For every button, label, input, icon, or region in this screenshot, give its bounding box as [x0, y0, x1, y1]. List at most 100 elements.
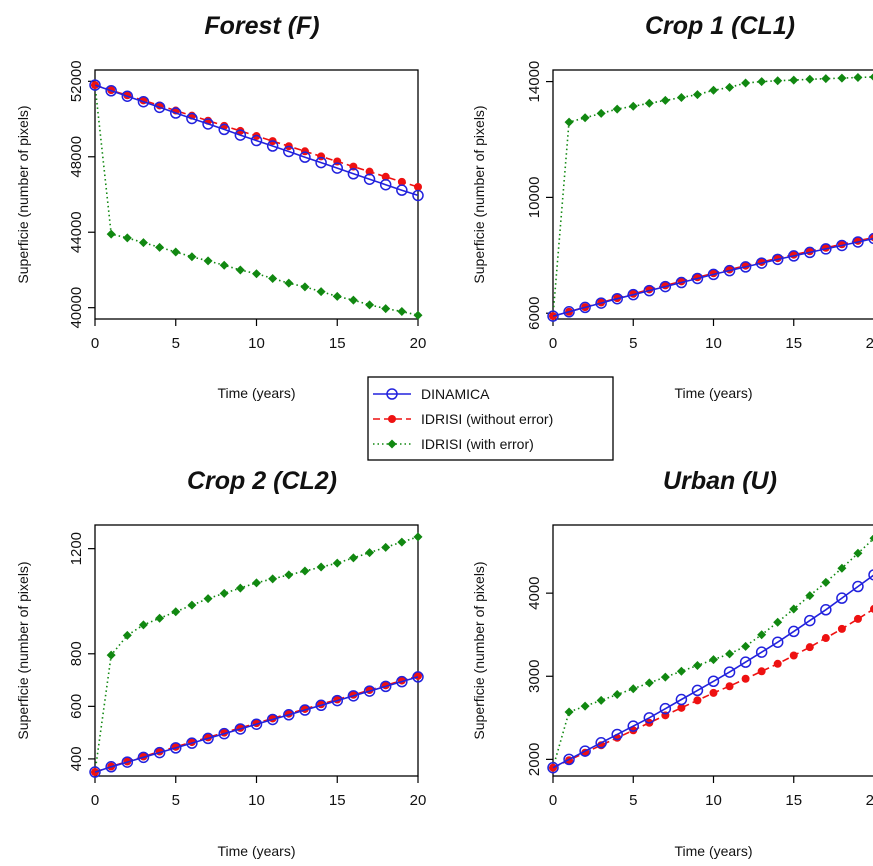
data-point-dinamica	[331, 694, 343, 707]
data-point-idrisi-error	[564, 707, 574, 717]
data-point-idrisi-error	[413, 532, 423, 542]
data-point-idrisi-no-error	[381, 172, 390, 181]
legend-label: IDRISI (with error)	[421, 436, 534, 452]
data-point-dinamica	[852, 580, 864, 593]
data-point-dinamica	[611, 292, 623, 305]
panel-title: Forest (F)	[204, 12, 319, 40]
data-point-idrisi-error	[397, 537, 407, 547]
data-point-dinamica	[707, 268, 720, 281]
data-point-idrisi-no-error	[837, 624, 846, 633]
y-tick-label: 600	[68, 694, 85, 719]
data-point-dinamica	[723, 666, 736, 678]
x-tick-label: 0	[549, 792, 557, 809]
data-point-dinamica	[595, 737, 607, 749]
data-point-idrisi-error	[628, 101, 638, 111]
x-tick-label: 20	[866, 335, 873, 352]
x-tick-label: 10	[705, 792, 722, 809]
data-point-idrisi-error	[300, 566, 310, 576]
x-tick-label: 15	[329, 792, 346, 809]
data-point-idrisi-error	[741, 641, 751, 651]
data-point-idrisi-error	[413, 310, 423, 320]
data-point-idrisi-error	[853, 73, 863, 83]
data-point-idrisi-error	[805, 591, 815, 601]
data-point-idrisi-error	[316, 287, 326, 297]
data-point-dinamica	[563, 306, 575, 318]
data-point-idrisi-no-error	[757, 667, 766, 676]
data-point-dinamica	[105, 761, 117, 773]
data-point-idrisi-error	[789, 604, 799, 614]
data-point-dinamica	[755, 257, 768, 269]
data-point-dinamica	[771, 253, 784, 266]
data-point-dinamica	[121, 90, 134, 102]
x-axis-label: Time (years)	[674, 843, 752, 859]
data-point-idrisi-error	[219, 260, 229, 270]
data-point-idrisi-error	[612, 104, 622, 114]
data-point-idrisi-error	[709, 85, 718, 95]
legend-item-idrisi-no-error: IDRISI (without error)	[373, 411, 553, 427]
data-point-dinamica	[707, 675, 720, 688]
data-point-idrisi-no-error	[725, 682, 734, 691]
data-point-idrisi-error	[284, 570, 294, 580]
legend-marker	[388, 415, 396, 423]
data-point-dinamica	[659, 702, 672, 715]
data-point-dinamica	[218, 123, 230, 136]
data-point-dinamica	[202, 118, 214, 130]
panel-4: Urban (U) 0 5 10 15 20 2000 3000 4000 Time (years…	[471, 467, 873, 859]
data-point-idrisi-error	[773, 617, 783, 627]
data-point-idrisi-error	[709, 655, 718, 665]
data-point-dinamica	[788, 250, 800, 262]
data-point-idrisi-error	[692, 90, 702, 100]
series-idrisi-error	[548, 73, 873, 321]
series-line-idrisi-error	[94, 536, 419, 773]
data-point-dinamica	[643, 712, 656, 724]
data-point-idrisi-error	[106, 650, 116, 660]
data-point-dinamica	[299, 151, 311, 163]
data-point-idrisi-error	[138, 238, 148, 248]
data-point-dinamica	[627, 720, 639, 732]
data-point-dinamica	[202, 732, 214, 745]
x-tick-label: 0	[549, 335, 557, 352]
legend-label: IDRISI (without error)	[421, 411, 553, 427]
y-tick-label: 44000	[68, 211, 85, 253]
legend-label: DINAMICA	[421, 386, 490, 402]
data-point-idrisi-error	[365, 300, 375, 310]
data-point-idrisi-error	[837, 563, 847, 573]
data-point-dinamica	[170, 107, 182, 119]
data-point-dinamica	[153, 746, 166, 759]
data-point-dinamica	[363, 685, 376, 697]
x-tick-label: 10	[705, 335, 722, 352]
data-point-dinamica	[234, 723, 247, 735]
x-tick-label: 0	[91, 792, 99, 809]
y-tick-label: 14000	[526, 61, 543, 103]
data-point-dinamica	[675, 693, 688, 706]
data-point-dinamica	[315, 699, 327, 712]
data-point-idrisi-error	[725, 82, 735, 92]
data-point-idrisi-error	[171, 247, 181, 257]
data-point-idrisi-no-error	[365, 167, 374, 176]
data-point-idrisi-error	[203, 256, 213, 266]
data-point-idrisi-error	[741, 78, 751, 88]
data-point-idrisi-error	[397, 306, 407, 316]
data-point-dinamica	[547, 761, 559, 774]
series-line-idrisi-error	[552, 538, 873, 768]
data-point-dinamica	[218, 727, 230, 740]
data-point-dinamica	[595, 297, 607, 309]
data-point-dinamica	[691, 684, 704, 697]
y-tick-label: 6000	[526, 297, 543, 330]
data-point-idrisi-error	[660, 95, 670, 105]
data-point-dinamica	[836, 239, 848, 252]
data-point-idrisi-error	[853, 548, 863, 558]
data-point-idrisi-error	[564, 117, 574, 127]
data-point-idrisi-no-error	[821, 634, 830, 643]
data-point-dinamica	[771, 636, 784, 648]
data-point-dinamica	[412, 189, 424, 202]
data-point-dinamica	[266, 713, 279, 726]
data-point-idrisi-no-error	[789, 651, 798, 660]
x-tick-label: 5	[629, 792, 637, 809]
data-point-dinamica	[836, 592, 848, 604]
data-point-dinamica	[755, 646, 768, 658]
series-idrisi-error	[90, 80, 423, 320]
data-point-dinamica	[105, 85, 117, 97]
data-point-idrisi-error	[596, 695, 606, 705]
data-point-idrisi-error	[155, 613, 165, 623]
